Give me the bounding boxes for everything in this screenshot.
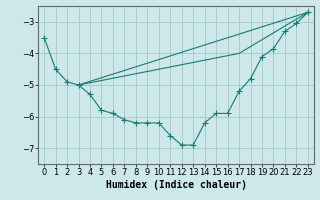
X-axis label: Humidex (Indice chaleur): Humidex (Indice chaleur) — [106, 180, 246, 190]
